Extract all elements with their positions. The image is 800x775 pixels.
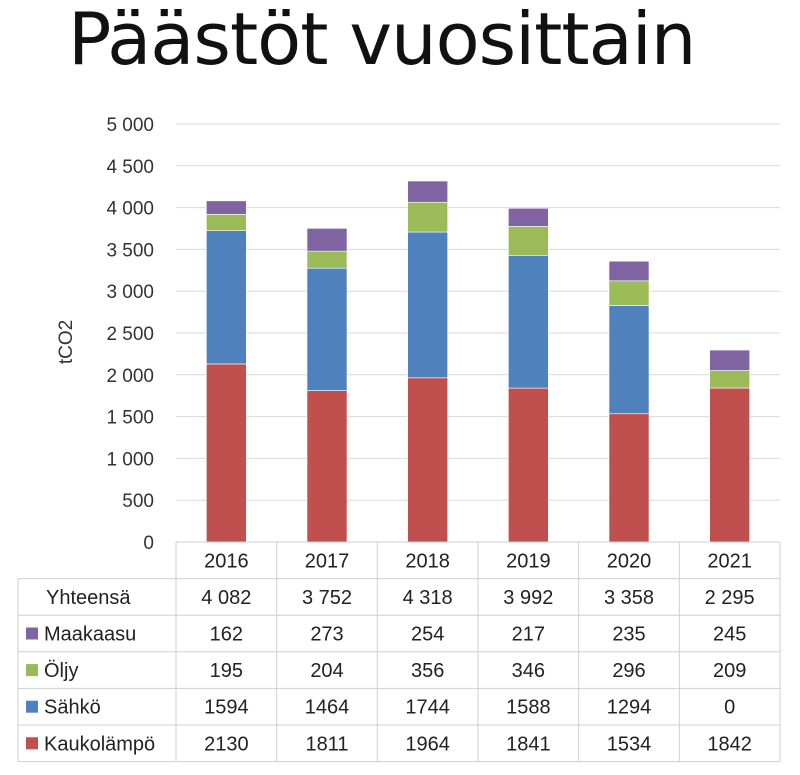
bar-segment	[407, 201, 448, 233]
y-tick-label: 4 000	[106, 199, 154, 220]
legend-key	[26, 664, 38, 677]
bar-segment	[608, 413, 650, 543]
bar-segment	[206, 363, 247, 543]
y-tick-label: 3 500	[106, 240, 154, 261]
y-tick-label: 0	[143, 533, 154, 554]
legend-key	[26, 737, 38, 750]
bar-segment	[608, 305, 650, 415]
bar-segment	[608, 260, 650, 282]
chart-title: Päästöt vuosittain	[68, 0, 696, 81]
table-cell: 356	[411, 660, 444, 682]
table-cell: 3 358	[604, 587, 654, 609]
bar-segment	[709, 387, 750, 543]
bar-segment	[508, 255, 549, 389]
table-cell: 2 295	[705, 587, 755, 609]
x-tick-label: 2017	[305, 550, 350, 572]
legend-key	[26, 700, 38, 713]
table-cell: 1464	[305, 697, 350, 719]
legend-label: Kaukolämpö	[44, 733, 155, 755]
table-cell: 245	[713, 624, 746, 646]
table-cell: 4 082	[201, 587, 251, 609]
table-cell: 2130	[204, 733, 249, 755]
bar-segment	[306, 250, 348, 269]
table-cell: 195	[210, 660, 243, 682]
table-cell: 1964	[405, 733, 450, 755]
legend-label: Öljy	[44, 660, 78, 682]
table-cell: 346	[512, 660, 545, 682]
table-cell: 3 752	[302, 587, 352, 609]
table-cell: 1294	[607, 697, 652, 719]
x-tick-label: 2018	[405, 550, 450, 572]
table-cell: 235	[612, 624, 645, 646]
table-cell: 1594	[204, 697, 249, 719]
bar-segment	[709, 349, 750, 371]
table-cell: 1842	[707, 733, 752, 755]
legend-key	[26, 627, 38, 640]
table-cell: 1811	[305, 733, 348, 755]
bar-segment	[206, 230, 247, 365]
table-cell: 204	[310, 660, 343, 682]
bars	[206, 180, 750, 543]
table-cell: 3 992	[503, 587, 553, 609]
bar-segment	[508, 387, 549, 543]
gridlines	[176, 123, 780, 543]
table-cell: 1534	[607, 733, 652, 755]
table-row-label: Yhteensä	[46, 587, 131, 609]
table-cell: 254	[411, 624, 444, 646]
bar-segment	[608, 280, 650, 306]
bar-segment	[306, 267, 348, 391]
bar-segment	[508, 207, 549, 227]
table-cell: 4 318	[403, 587, 453, 609]
table-cell: 273	[310, 624, 343, 646]
table-cell: 209	[713, 660, 746, 682]
table-cell: 1588	[506, 697, 551, 719]
bar-segment	[407, 231, 448, 379]
y-axis-label: tCO2	[56, 320, 77, 364]
bar-segment	[206, 200, 247, 215]
bar-segment	[306, 390, 348, 543]
y-tick-label: 500	[122, 491, 154, 512]
legend-label: Maakaasu	[44, 624, 136, 646]
table-cell: 1744	[405, 697, 450, 719]
table-cell: 162	[210, 624, 243, 646]
data-table: 2016 2017 2018 2019 2020 2021 Yhteensä 4 082 3 7…	[17, 541, 781, 763]
table-cell: 1841	[506, 733, 551, 755]
bar-segment	[407, 180, 448, 203]
bar-segment	[407, 377, 448, 543]
table-cell: 296	[612, 660, 645, 682]
bar-segment	[206, 214, 247, 231]
table-cell: 0	[724, 697, 735, 719]
bar-segment	[306, 228, 348, 252]
y-tick-label: 1 500	[106, 408, 154, 429]
y-tick-label: 4 500	[106, 157, 154, 178]
bar-segment	[508, 226, 549, 256]
y-tick-label: 2 000	[106, 366, 154, 387]
x-tick-label: 2020	[607, 550, 652, 572]
legend-label: Sähkö	[44, 697, 101, 719]
x-tick-label: 2016	[204, 550, 249, 572]
table-cell: 217	[512, 624, 545, 646]
y-axis-ticks: 0 500 1 000 1 500 2 000 2 500 3 000 3 500 4 000 4…	[106, 115, 154, 554]
y-tick-label: 3 000	[106, 282, 154, 303]
y-tick-label: 5 000	[106, 115, 154, 136]
y-tick-label: 1 000	[106, 449, 154, 470]
y-tick-label: 2 500	[106, 324, 154, 345]
x-tick-label: 2019	[506, 550, 551, 572]
bar-segment	[709, 370, 750, 389]
x-tick-label: 2021	[707, 550, 752, 572]
